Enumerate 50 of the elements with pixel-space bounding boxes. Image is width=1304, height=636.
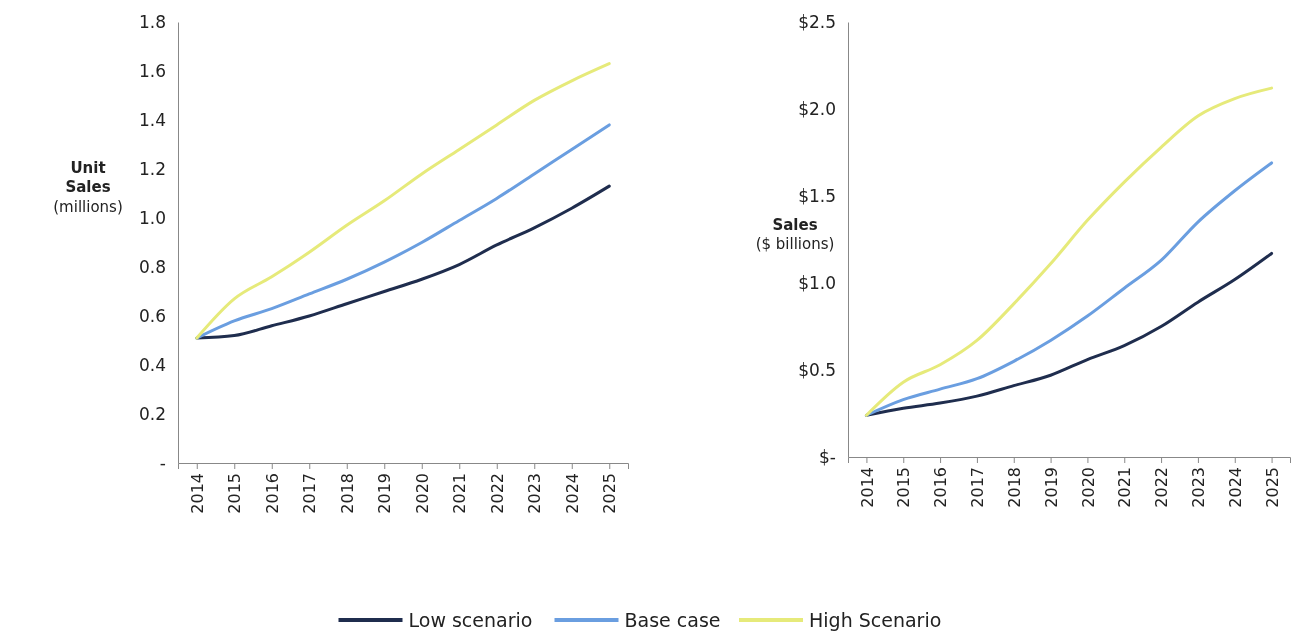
y-tick-label: 1.0 bbox=[138, 207, 166, 228]
x-tick-label: 2023 bbox=[525, 473, 545, 514]
y-tick-label: 1.6 bbox=[138, 60, 166, 81]
x-tick-label: 2017 bbox=[300, 473, 320, 514]
x-tick-label: 2020 bbox=[412, 473, 432, 514]
x-tick-label: 2016 bbox=[931, 467, 951, 508]
x-tick-label: 2018 bbox=[1004, 467, 1024, 508]
x-tick-label: 2016 bbox=[262, 473, 282, 514]
line-series bbox=[864, 251, 1274, 417]
y-tick-label: 0.4 bbox=[138, 354, 166, 375]
x-tick-label: 2022 bbox=[487, 473, 507, 514]
line-series bbox=[864, 86, 1274, 417]
y-axis-title: Sales ($ billions) bbox=[755, 215, 835, 253]
y-tick-label: 0.2 bbox=[138, 403, 166, 424]
x-tick-label: 2023 bbox=[1189, 467, 1209, 508]
y-tick-label: 1.2 bbox=[138, 158, 166, 179]
x-tick-label: 2024 bbox=[562, 473, 582, 514]
y-tick-label: $- bbox=[819, 446, 836, 467]
y-tick-label: $1.5 bbox=[798, 185, 836, 206]
x-tick-label: 2021 bbox=[1115, 467, 1135, 508]
y-tick-label: $2.5 bbox=[798, 11, 836, 32]
x-tick-label: 2025 bbox=[1262, 467, 1282, 508]
x-tick-label: 2017 bbox=[968, 467, 988, 508]
y-tick-label: 0.6 bbox=[138, 305, 166, 326]
x-tick-label: 2015 bbox=[225, 473, 245, 514]
x-tick-label: 2018 bbox=[337, 473, 357, 514]
y-tick-label: 1.8 bbox=[138, 11, 166, 32]
x-tick-label: 2019 bbox=[1041, 467, 1061, 508]
x-tick-label: 2020 bbox=[1078, 467, 1098, 508]
y-axis-title: Unit Sales (millions) bbox=[53, 158, 123, 216]
y-tick-label: 1.4 bbox=[138, 109, 166, 130]
y-tick-label: $0.5 bbox=[798, 359, 836, 380]
x-tick-label: 2014 bbox=[857, 467, 877, 508]
x-tick-label: 2014 bbox=[187, 473, 207, 514]
x-tick-label: 2021 bbox=[450, 473, 470, 514]
x-tick-label: 2024 bbox=[1225, 467, 1245, 508]
x-tick-label: 2019 bbox=[375, 473, 395, 514]
line-series bbox=[195, 184, 611, 340]
x-tick-label: 2015 bbox=[894, 467, 914, 508]
y-tick-label: 0.8 bbox=[138, 256, 166, 277]
y-tick-label: - bbox=[159, 452, 166, 473]
x-tick-label: 2022 bbox=[1152, 467, 1172, 508]
x-tick-label: 2025 bbox=[600, 473, 620, 514]
y-tick-label: $1.0 bbox=[798, 272, 836, 293]
legend-label: Low scenario bbox=[408, 608, 533, 631]
y-tick-label: $2.0 bbox=[798, 98, 836, 119]
line-series bbox=[195, 123, 611, 340]
line-series bbox=[195, 62, 611, 340]
legend-label: High Scenario bbox=[809, 608, 942, 631]
legend-label: Base case bbox=[624, 608, 721, 631]
